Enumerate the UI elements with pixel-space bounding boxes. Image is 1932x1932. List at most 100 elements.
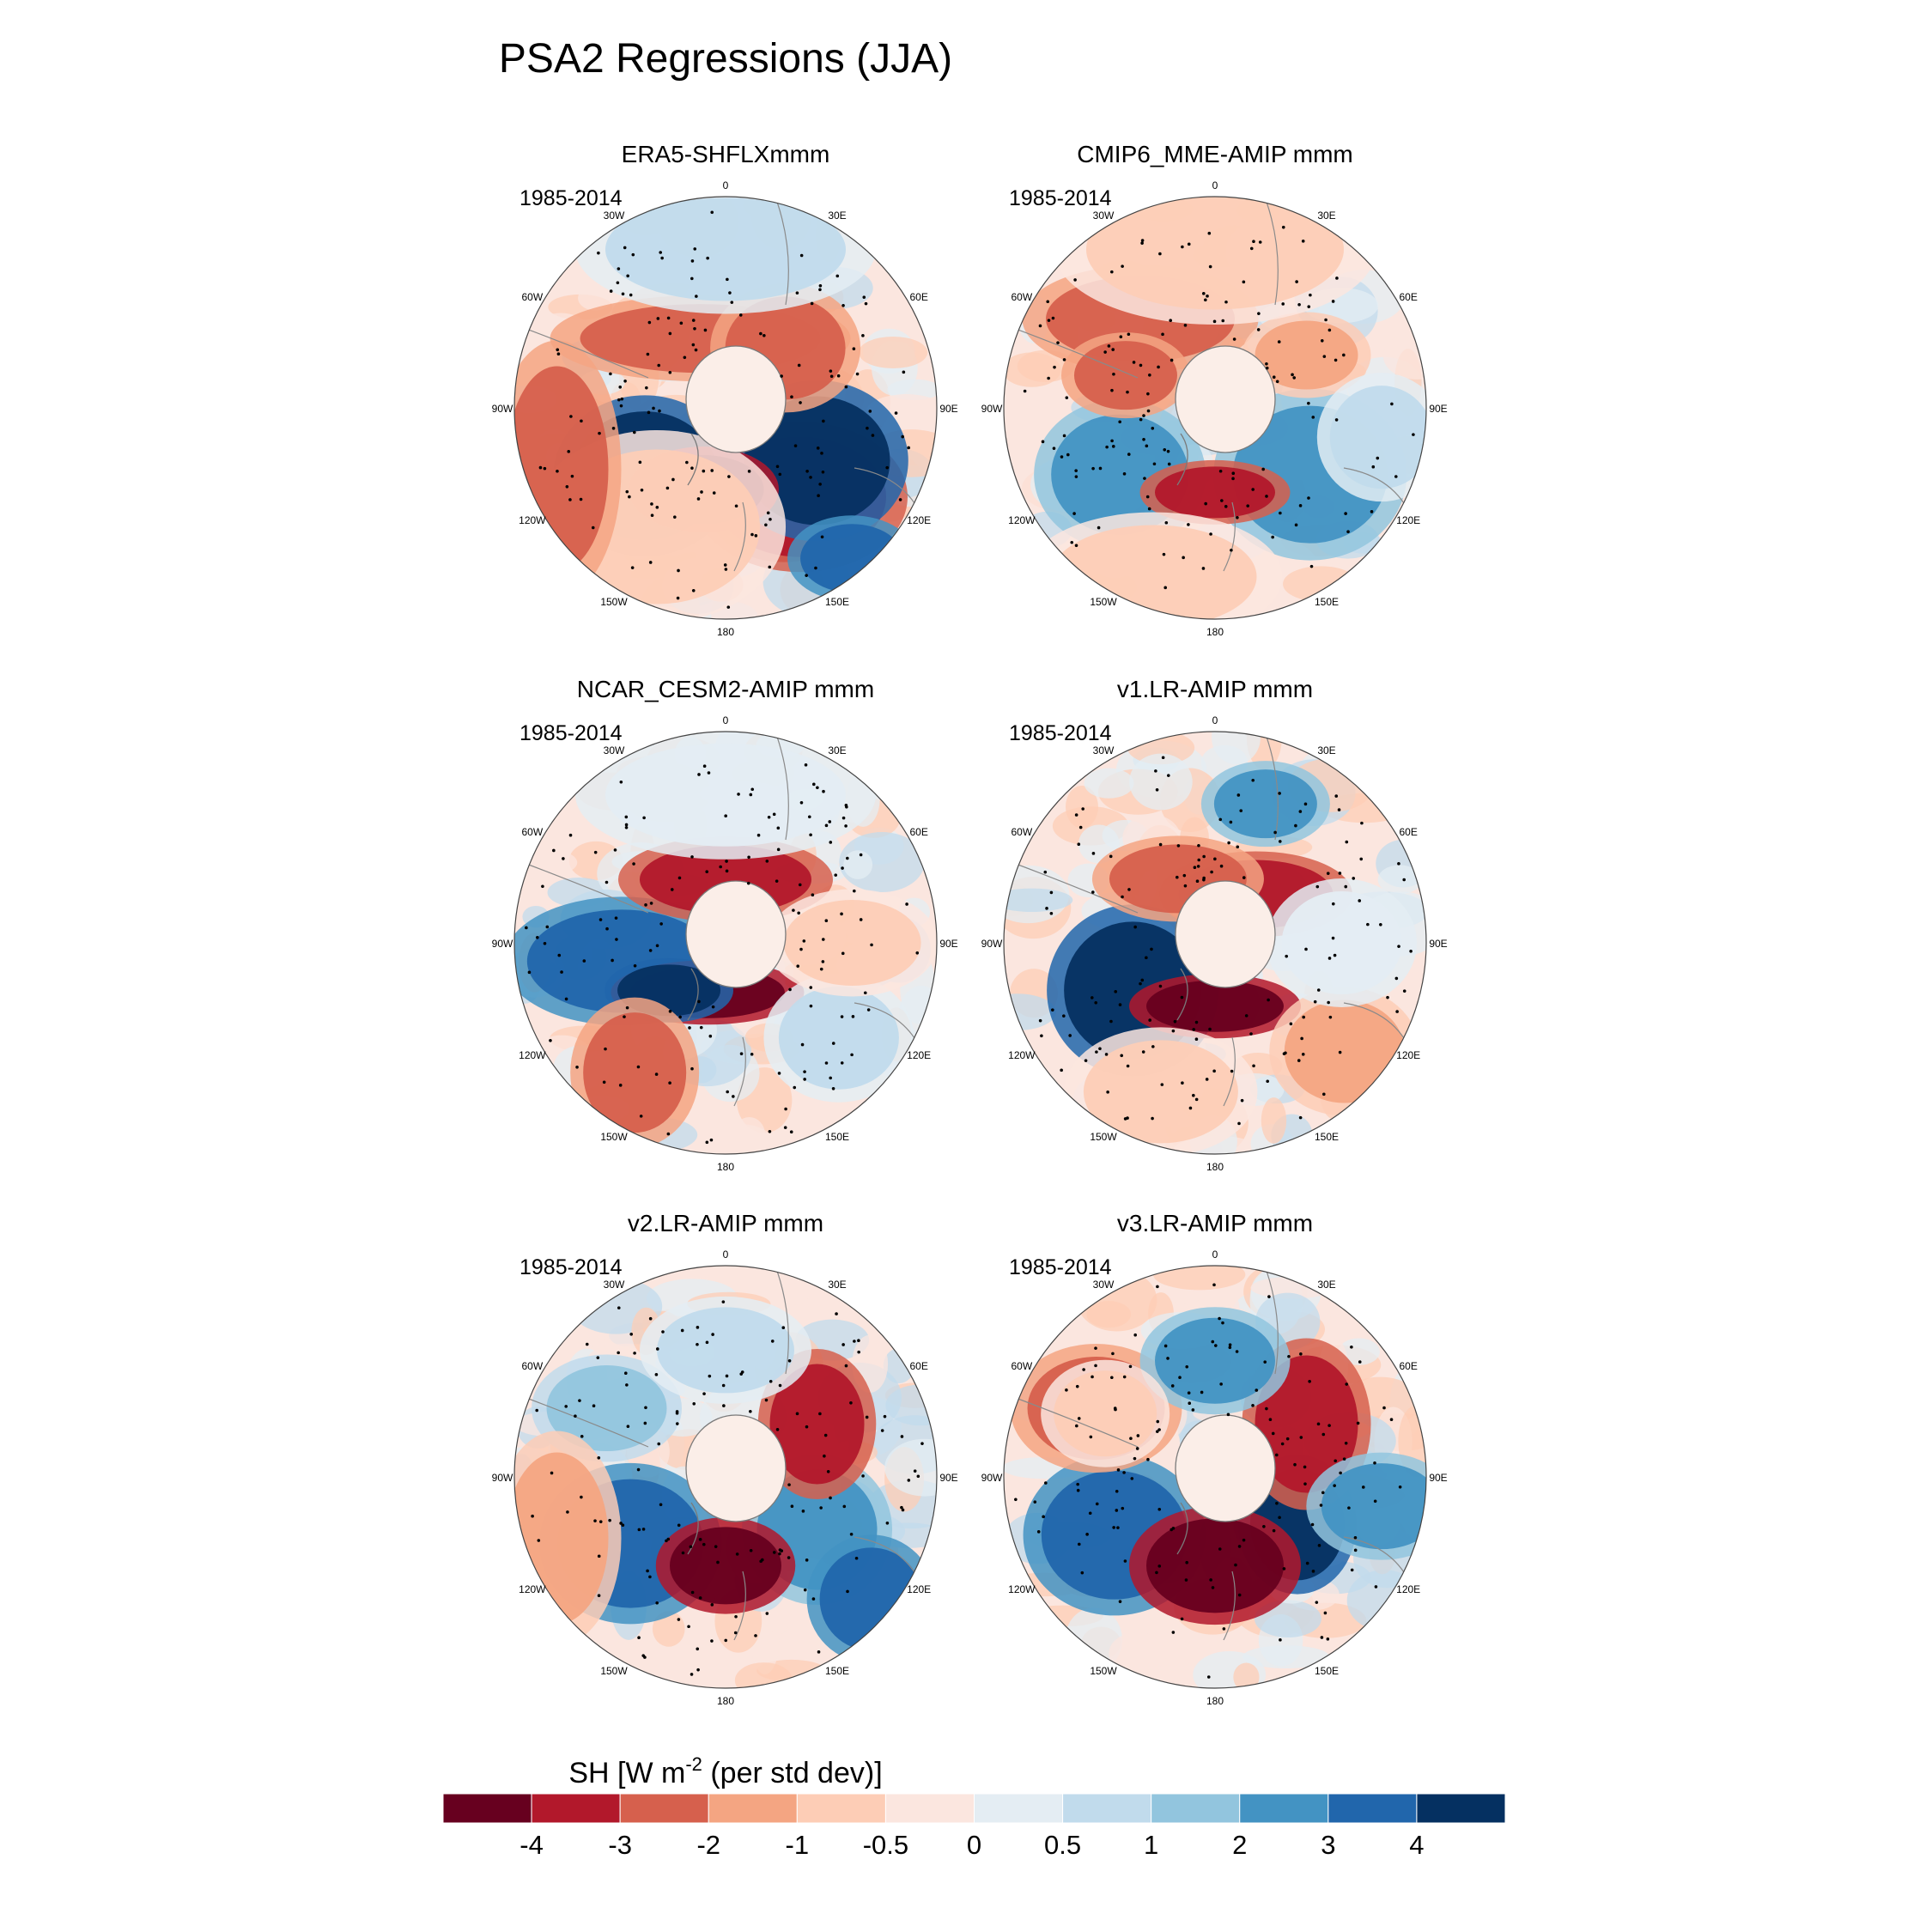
colorbar: SH [W m-2 (per std dev)] -4 -3 -2 -1 -0.5 0 0.… — [442, 1753, 1506, 1860]
colorbar-swatch — [1416, 1793, 1506, 1824]
longitude-label: 90E — [1429, 403, 1447, 415]
longitude-label: 60W — [521, 1360, 543, 1372]
longitude-label: 120E — [1396, 1583, 1420, 1595]
colorbar-tick-label: -4 — [519, 1830, 544, 1860]
map-border — [1003, 731, 1427, 1155]
longitude-label: 30W — [604, 210, 625, 222]
longitude-label: 90W — [981, 403, 1003, 415]
regression-field — [1004, 732, 1426, 1154]
colorbar-swatch — [796, 1793, 886, 1824]
panel-title: CMIP6_MME-AMIP mmm — [1077, 141, 1353, 167]
longitude-label: 180 — [1206, 1161, 1224, 1173]
longitude-label: 90W — [492, 403, 513, 415]
map-border — [513, 1265, 938, 1689]
period-label: 1985-2014 — [519, 1255, 623, 1279]
regression-field — [514, 197, 937, 619]
map-panel: CMIP6_MME-AMIP mmm 1985-2014 0 30E 60E 90E 120… — [981, 141, 1448, 638]
regression-field — [514, 1266, 937, 1688]
map-border — [1003, 196, 1427, 620]
longitude-label: 60W — [1011, 826, 1032, 838]
longitude-label: 30E — [1317, 744, 1335, 756]
longitude-label: 30W — [604, 1279, 625, 1291]
longitude-label: 0 — [723, 179, 729, 191]
longitude-label: 30W — [1093, 210, 1115, 222]
longitude-label: 30E — [828, 744, 846, 756]
longitude-label: 90E — [939, 938, 957, 950]
longitude-label: 120W — [1008, 1049, 1036, 1061]
colorbar-swatch — [619, 1793, 709, 1824]
panel-title: ERA5-SHFLXmmm — [622, 141, 830, 167]
longitude-label: 120E — [907, 1049, 931, 1061]
longitude-label: 150E — [825, 1665, 849, 1677]
panel-title: NCAR_CESM2-AMIP mmm — [577, 676, 874, 702]
longitude-label: 120W — [1008, 514, 1036, 526]
longitude-label: 60E — [1399, 1360, 1417, 1372]
longitude-label: 60W — [521, 291, 543, 303]
colorbar-tick-label: -3 — [608, 1830, 632, 1860]
longitude-label: 60E — [909, 826, 927, 838]
colorbar-swatch — [884, 1793, 975, 1824]
longitude-label: 120W — [1008, 1583, 1036, 1595]
colorbar-swatch — [1327, 1793, 1418, 1824]
longitude-label: 0 — [1212, 1249, 1218, 1261]
longitude-label: 120E — [907, 1583, 931, 1595]
longitude-label: 120E — [907, 514, 931, 526]
longitude-label: 60W — [1011, 291, 1032, 303]
longitude-label: 150E — [1315, 1131, 1339, 1143]
period-label: 1985-2014 — [1009, 186, 1112, 210]
longitude-label: 150E — [825, 596, 849, 608]
longitude-label: 90W — [492, 1472, 513, 1484]
longitude-label: 30W — [1093, 744, 1115, 756]
longitude-label: 150W — [1090, 596, 1117, 608]
longitude-label: 90W — [492, 938, 513, 950]
colorbar-swatch — [1239, 1793, 1329, 1824]
longitude-label: 180 — [717, 1695, 734, 1707]
figure-title: PSA2 Regressions (JJA) — [499, 36, 952, 82]
colorbar-swatch — [708, 1793, 798, 1824]
longitude-label: 0 — [1212, 714, 1218, 726]
longitude-label: 0 — [723, 714, 729, 726]
colorbar-tick-label: 3 — [1321, 1830, 1335, 1860]
longitude-label: 150W — [600, 1665, 628, 1677]
colorbar-swatch — [1062, 1793, 1152, 1824]
longitude-label: 60E — [1399, 291, 1417, 303]
longitude-label: 30E — [1317, 210, 1335, 222]
colorbar-tick-label: -0.5 — [863, 1830, 908, 1860]
longitude-label: 30W — [1093, 1279, 1115, 1291]
colorbar-swatch — [974, 1793, 1064, 1824]
colorbar-tick-label: -2 — [696, 1830, 720, 1860]
colorbar-swatch — [442, 1793, 532, 1824]
period-label: 1985-2014 — [519, 186, 623, 210]
longitude-label: 60E — [909, 1360, 927, 1372]
colorbar-title: SH [W m-2 (per std dev)] — [568, 1753, 882, 1789]
longitude-label: 180 — [717, 626, 734, 638]
colorbar-tick-label: 2 — [1232, 1830, 1247, 1860]
longitude-label: 180 — [1206, 1695, 1224, 1707]
longitude-label: 90E — [939, 1472, 957, 1484]
longitude-label: 90E — [1429, 938, 1447, 950]
longitude-label: 120W — [519, 514, 546, 526]
longitude-label: 30E — [828, 210, 846, 222]
longitude-label: 90E — [1429, 1472, 1447, 1484]
map-border — [513, 731, 938, 1155]
regression-field — [514, 732, 937, 1154]
longitude-label: 0 — [1212, 179, 1218, 191]
map-panel: NCAR_CESM2-AMIP mmm 1985-2014 0 30E 60E 90E 12… — [492, 676, 958, 1173]
longitude-label: 150E — [1315, 1665, 1339, 1677]
panel-title: v2.LR-AMIP mmm — [628, 1210, 823, 1236]
longitude-label: 150E — [1315, 596, 1339, 608]
colorbar-tick-label: 0.5 — [1044, 1830, 1081, 1860]
longitude-label: 180 — [717, 1161, 734, 1173]
longitude-label: 180 — [1206, 626, 1224, 638]
longitude-label: 60W — [521, 826, 543, 838]
colorbar-tick-label: 1 — [1144, 1830, 1158, 1860]
longitude-label: 60E — [909, 291, 927, 303]
longitude-label: 150W — [600, 596, 628, 608]
colorbar-swatch — [1151, 1793, 1241, 1824]
panel-title: v3.LR-AMIP mmm — [1117, 1210, 1313, 1236]
panel-title: v1.LR-AMIP mmm — [1117, 676, 1313, 702]
colorbar-tick-label: 0 — [967, 1830, 981, 1860]
